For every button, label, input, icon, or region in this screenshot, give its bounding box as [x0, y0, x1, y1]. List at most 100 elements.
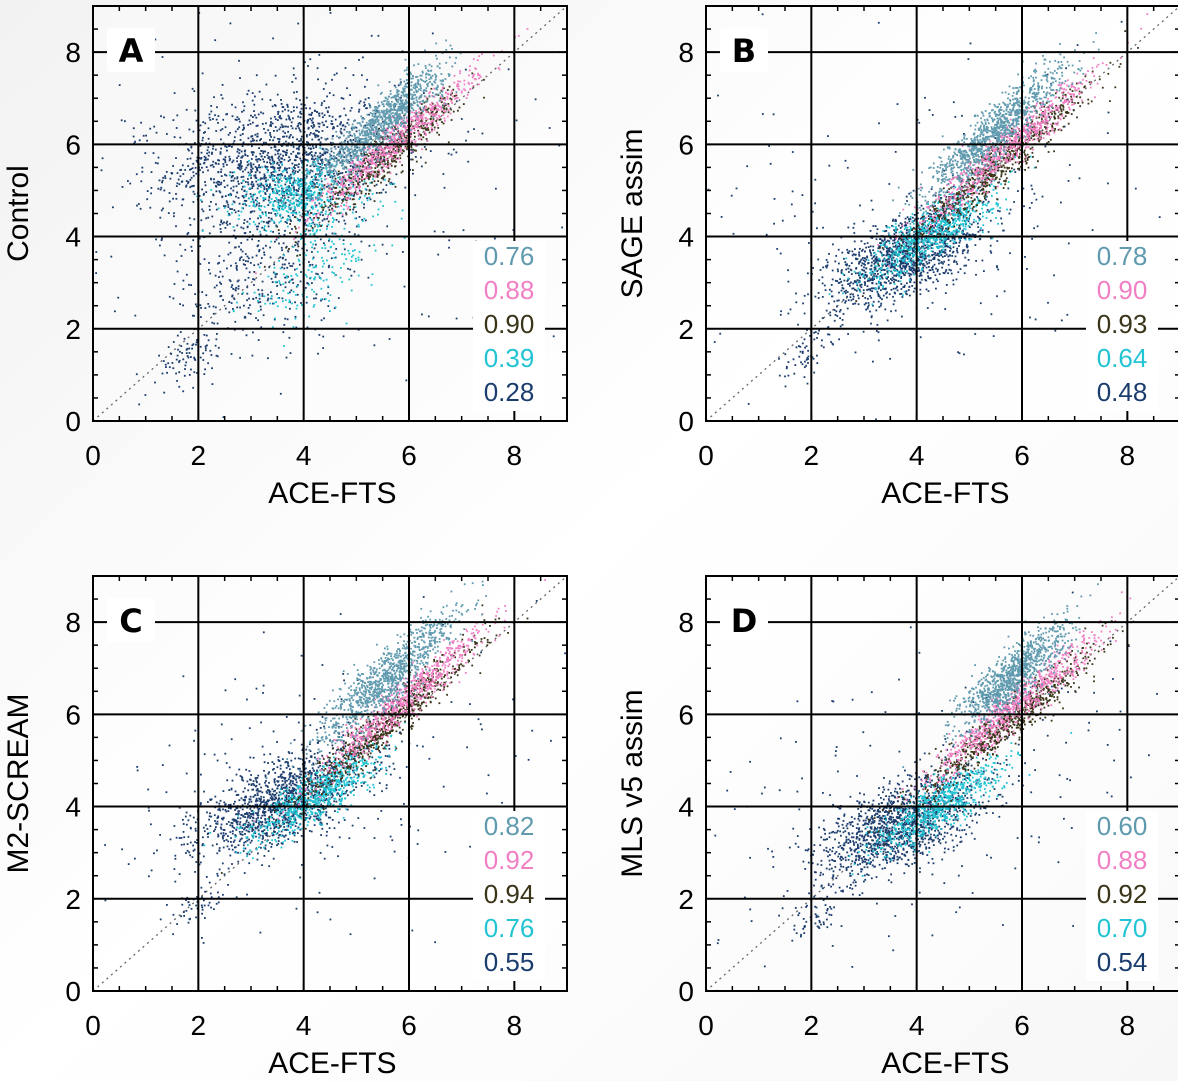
data-point — [292, 117, 294, 120]
data-point — [341, 188, 344, 191]
data-point — [231, 161, 234, 164]
data-point — [120, 119, 123, 122]
data-point — [281, 188, 284, 191]
data-point — [189, 186, 192, 189]
data-point — [173, 283, 176, 285]
data-point — [265, 179, 268, 182]
data-point — [242, 170, 244, 173]
data-point — [332, 198, 334, 200]
data-point — [295, 192, 297, 194]
data-point — [420, 103, 423, 105]
data-point — [418, 111, 421, 114]
data-point — [388, 152, 390, 155]
data-point — [380, 160, 382, 162]
data-point — [176, 354, 179, 357]
data-point — [432, 119, 435, 122]
data-point — [339, 123, 342, 126]
data-point — [327, 163, 330, 166]
data-point — [435, 54, 437, 57]
data-point — [371, 152, 373, 155]
data-point — [406, 137, 409, 140]
data-point — [287, 142, 290, 145]
data-point — [182, 390, 185, 393]
data-point — [327, 161, 330, 164]
data-point — [297, 240, 300, 243]
data-point — [379, 163, 381, 166]
data-point — [451, 48, 453, 50]
data-point — [249, 187, 251, 190]
data-point — [365, 121, 368, 124]
data-point — [413, 64, 415, 67]
data-point — [186, 347, 189, 350]
data-point — [310, 176, 313, 178]
data-point — [373, 244, 376, 247]
data-point — [323, 218, 326, 221]
data-point — [360, 171, 363, 174]
data-point — [365, 182, 367, 185]
data-point — [327, 266, 330, 269]
data-point — [370, 118, 373, 121]
data-point — [378, 111, 381, 114]
data-point — [326, 182, 329, 185]
data-point — [319, 155, 322, 157]
data-point — [378, 132, 380, 135]
data-point — [279, 200, 282, 202]
data-point — [378, 159, 381, 161]
data-point — [307, 269, 310, 271]
data-point — [414, 135, 416, 138]
data-point — [200, 307, 202, 309]
data-point — [253, 278, 256, 281]
data-point — [405, 110, 408, 113]
data-point — [327, 250, 330, 252]
data-point — [231, 284, 234, 286]
data-point — [404, 145, 407, 148]
data-point — [359, 196, 362, 199]
data-point — [234, 262, 237, 265]
data-point — [364, 124, 367, 127]
data-point — [357, 182, 360, 185]
data-point — [410, 73, 412, 75]
data-point — [276, 281, 278, 284]
data-point — [265, 185, 268, 187]
data-point — [334, 205, 337, 208]
data-point — [310, 119, 313, 122]
data-point — [352, 171, 355, 174]
data-point — [340, 205, 342, 207]
data-point — [352, 195, 355, 197]
data-point — [389, 135, 392, 138]
data-point — [449, 44, 452, 47]
data-point — [393, 182, 396, 185]
data-point — [298, 263, 301, 266]
data-point — [450, 92, 452, 95]
data-point — [472, 84, 475, 87]
data-point — [439, 91, 442, 94]
data-point — [218, 181, 220, 183]
data-point — [351, 168, 354, 171]
data-point — [373, 184, 376, 187]
data-point — [296, 182, 299, 185]
data-point — [353, 127, 355, 130]
data-point — [252, 203, 255, 205]
data-point — [372, 133, 375, 135]
data-point — [385, 134, 388, 136]
data-point — [189, 157, 192, 160]
data-point — [234, 246, 237, 249]
data-point — [416, 75, 419, 78]
data-point — [365, 173, 368, 176]
data-point — [314, 178, 317, 181]
data-point — [400, 122, 402, 124]
data-point — [428, 131, 431, 134]
data-point — [308, 213, 311, 216]
data-point — [306, 189, 308, 192]
data-point — [175, 127, 178, 129]
data-point — [266, 154, 269, 157]
data-point — [267, 186, 270, 188]
data-point — [193, 90, 196, 92]
data-point — [344, 125, 347, 128]
data-point — [385, 110, 388, 112]
data-point — [316, 216, 319, 219]
data-point — [447, 103, 450, 105]
data-point — [263, 160, 265, 163]
data-point — [258, 171, 261, 174]
data-point — [292, 106, 295, 109]
